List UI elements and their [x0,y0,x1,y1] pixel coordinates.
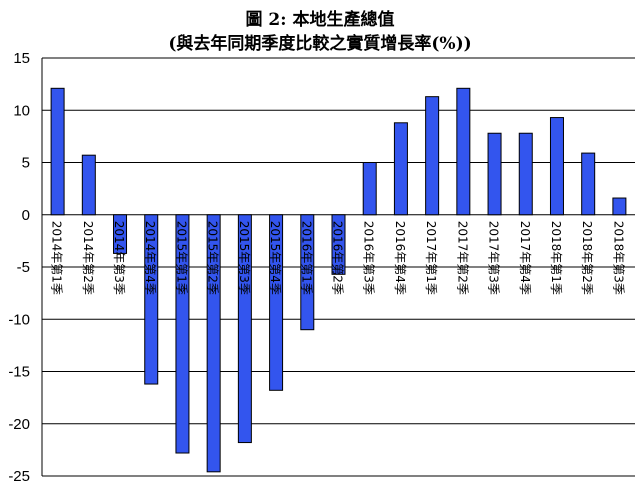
bar [581,152,596,216]
x-tick-label: 2018年第1季 [549,221,563,295]
bar [81,154,96,216]
x-tick-label: 2018年第2季 [580,221,594,295]
x-tick-label: 2014年第2季 [81,221,95,295]
y-tick-label: 0 [22,207,30,224]
bar [50,87,65,216]
gridlines [42,57,635,477]
y-tick-label: -25 [8,468,30,485]
x-tick-label: 2015年第3季 [237,221,251,295]
bar [144,214,159,385]
y-tick-label: -5 [17,259,30,276]
y-axis: 15 10 5 0 -5 -10 -15 -20 -25 [8,50,43,485]
bar [237,214,252,444]
bar [549,117,564,216]
y-tick-label: 15 [13,50,30,67]
bar [456,87,471,216]
bar [487,132,502,216]
bar [269,214,284,391]
bar [393,122,408,216]
bar [425,96,440,216]
x-tick-label: 2014年第1季 [50,221,64,295]
chart-title: 圖 2: 本地生產總值 [245,10,395,30]
y-tick-label: -10 [8,311,30,328]
x-tick-label: 2017年第1季 [424,221,438,295]
x-tick-label: 2016年第3季 [362,221,376,295]
x-tick-label: 2014年第3季 [112,221,126,295]
x-tick-label: 2016年第2季 [331,221,345,295]
x-tick-label: 2016年第1季 [299,221,313,295]
x-tick-label: 2015年第4季 [268,221,282,295]
x-tick-label: 2017年第4季 [518,221,532,295]
x-tick-label: 2016年第4季 [393,221,407,295]
chart-subtitle: (與去年同期季度比較之實質增長率(%)) [168,34,472,54]
y-tick-label: -20 [8,416,30,433]
bar [518,132,533,216]
x-tick-label: 2017年第2季 [455,221,469,295]
y-tick-label: -15 [8,364,30,381]
bar [331,214,346,275]
bar [300,214,315,331]
category-labels: 2014年第1季 2014年第2季 2014年第3季 2014年第4季 2015年第1季… [50,221,626,295]
bar [206,214,221,473]
bars [50,87,627,473]
bar [362,162,377,216]
bar [612,197,627,216]
x-tick-label: 2015年第1季 [174,221,188,295]
bar [175,214,190,454]
x-tick-label: 2018年第3季 [611,221,625,295]
x-tick-label: 2017年第3季 [487,221,501,295]
y-tick-label: 10 [13,102,30,119]
x-tick-label: 2014年第4季 [143,221,157,295]
bar [113,214,128,254]
y-tick-label: 5 [22,155,30,172]
x-tick-label: 2015年第2季 [206,221,220,295]
